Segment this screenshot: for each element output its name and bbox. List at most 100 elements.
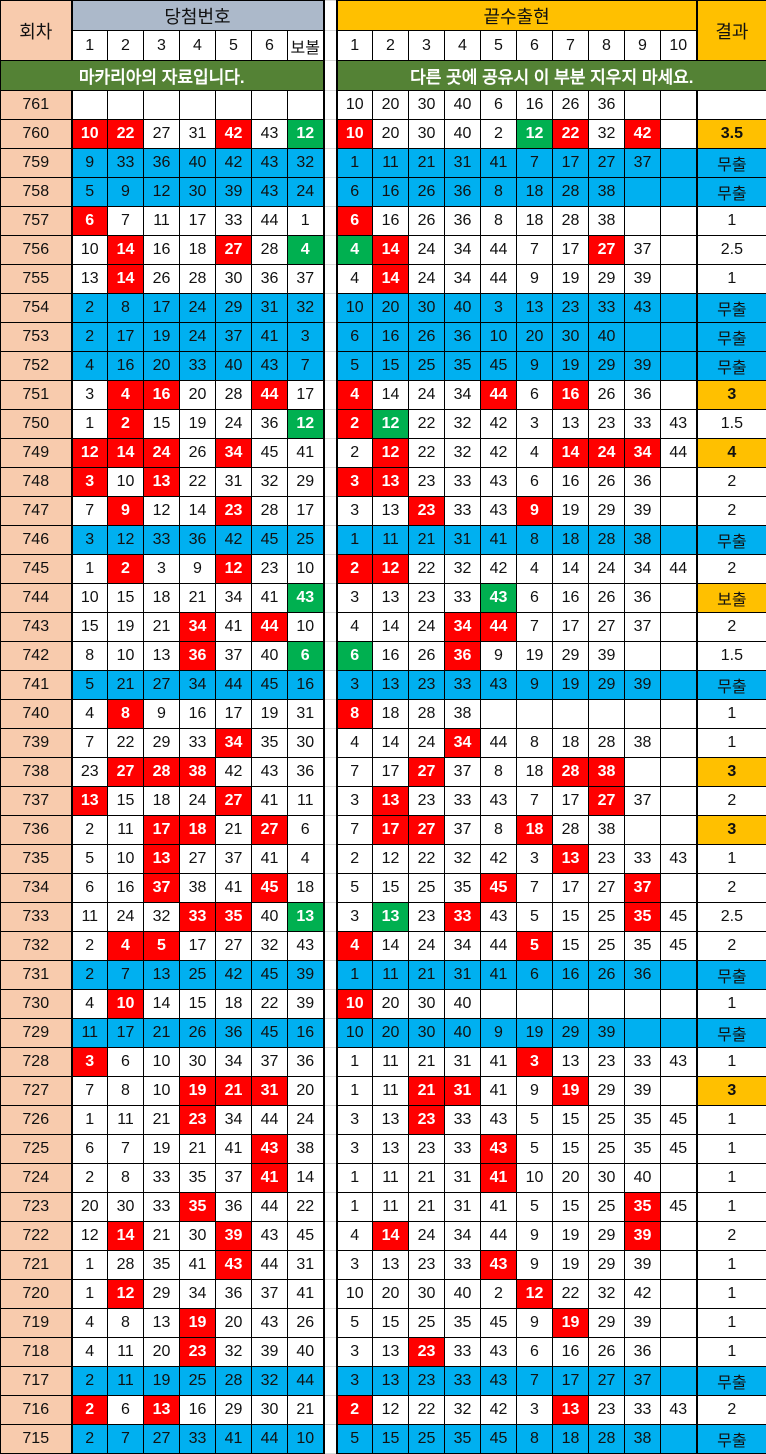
ending-number-cell: 42 <box>480 1395 517 1425</box>
winning-number-cell: 30 <box>215 264 252 294</box>
result-cell: 1 <box>695 264 766 294</box>
bonus-number-cell: 45 <box>287 1221 325 1251</box>
ending-number-cell: 25 <box>588 1192 625 1222</box>
winning-number-cell: 5 <box>70 670 108 700</box>
winning-number-cell: 33 <box>143 1163 180 1193</box>
bonus-number-cell: 38 <box>287 1134 325 1164</box>
ending-number-cell: 45 <box>480 1424 517 1454</box>
ending-number-cell: 23 <box>408 1250 445 1280</box>
winning-number-cell: 36 <box>215 1192 252 1222</box>
header-result: 결과 <box>695 0 766 61</box>
ending-number-cell: 21 <box>408 525 445 555</box>
ending-number-cell: 3 <box>480 293 517 323</box>
winning-number-cell: 12 <box>215 554 252 584</box>
ending-number-cell: 29 <box>552 641 589 671</box>
ending-number-cell: 42 <box>624 1279 661 1309</box>
ending-number-cell: 8 <box>480 177 517 207</box>
ending-number-cell: 10 <box>335 989 373 1019</box>
bonus-number-cell: 30 <box>287 728 325 758</box>
winning-number-cell: 39 <box>215 177 252 207</box>
ending-number-cell <box>659 177 698 207</box>
ending-number-cell <box>516 989 553 1019</box>
gap-cell <box>322 612 338 642</box>
ending-number-cell: 17 <box>552 612 589 642</box>
bonus-number-cell: 20 <box>287 1076 325 1106</box>
winning-number-cell: 18 <box>179 815 216 845</box>
ending-number-cell: 14 <box>552 438 589 468</box>
winning-number-cell: 9 <box>143 699 180 729</box>
result-cell <box>695 90 766 120</box>
ending-number-cell: 45 <box>659 1134 698 1164</box>
gap-cell <box>322 119 338 149</box>
ending-number-cell: 3 <box>335 1250 373 1280</box>
ending-number-cell: 7 <box>335 757 373 787</box>
winning-number-cell: 29 <box>143 728 180 758</box>
ending-number-cell: 9 <box>516 264 553 294</box>
round-cell: 716 <box>0 1395 72 1425</box>
winning-number-cell: 44 <box>251 1424 288 1454</box>
ending-number-cell: 16 <box>372 322 409 352</box>
ending-number-cell: 3 <box>335 1105 373 1135</box>
winning-number-cell: 21 <box>143 612 180 642</box>
bonus-number-cell: 32 <box>287 148 325 178</box>
ending-number-cell: 45 <box>659 1105 698 1135</box>
winning-number-cell: 31 <box>251 293 288 323</box>
round-cell: 738 <box>0 757 72 787</box>
ending-number-cell: 16 <box>372 177 409 207</box>
ending-number-cell: 27 <box>588 148 625 178</box>
winning-number-cell: 32 <box>251 931 288 961</box>
ending-number-cell: 1 <box>335 525 373 555</box>
bonus-number-cell: 29 <box>287 467 325 497</box>
result-cell: 1 <box>695 1105 766 1135</box>
ending-number-cell: 1 <box>335 1047 373 1077</box>
ending-number-cell: 1 <box>335 1192 373 1222</box>
ending-number-cell <box>659 1018 698 1048</box>
ending-number-cell: 27 <box>588 612 625 642</box>
winning-number-cell: 10 <box>143 1076 180 1106</box>
ending-number-cell: 37 <box>444 757 481 787</box>
bonus-number-cell: 16 <box>287 670 325 700</box>
winning-number-cell: 24 <box>143 438 180 468</box>
winning-number-cell: 23 <box>179 1337 216 1367</box>
ending-number-cell: 43 <box>480 1366 517 1396</box>
ending-number-cell: 12 <box>372 409 409 439</box>
ending-number-cell <box>659 1308 698 1338</box>
ending-number-cell: 22 <box>408 844 445 874</box>
gap-cell <box>322 1424 338 1454</box>
winning-number-cell: 36 <box>251 409 288 439</box>
ending-number-cell: 29 <box>588 1308 625 1338</box>
winning-number-cell: 12 <box>143 177 180 207</box>
ending-number-cell: 42 <box>480 438 517 468</box>
ending-number-cell: 32 <box>444 554 481 584</box>
round-cell: 752 <box>0 351 72 381</box>
ending-number-cell <box>516 699 553 729</box>
ending-number-cell: 3 <box>516 844 553 874</box>
winning-number-cell: 36 <box>179 641 216 671</box>
ending-number-cell: 18 <box>372 699 409 729</box>
round-cell: 740 <box>0 699 72 729</box>
ending-number-cell: 8 <box>480 206 517 236</box>
result-cell: 무출 <box>695 960 766 990</box>
bonus-number-cell: 32 <box>287 293 325 323</box>
ending-number-cell <box>659 699 698 729</box>
round-cell: 720 <box>0 1279 72 1309</box>
result-cell: 2 <box>695 612 766 642</box>
ending-number-cell: 33 <box>624 844 661 874</box>
ending-number-cell: 39 <box>624 496 661 526</box>
ending-number-cell: 9 <box>516 670 553 700</box>
ending-number-cell: 28 <box>588 728 625 758</box>
table-row: 759 9 33 36 40 42 43 32 1 11 21 31 41 7 17 27 37 무출 <box>0 148 766 178</box>
winning-number-cell: 12 <box>107 525 144 555</box>
result-cell: 무출 <box>695 525 766 555</box>
ending-number-cell: 37 <box>624 786 661 816</box>
winning-number-cell: 26 <box>179 1018 216 1048</box>
ending-number-cell: 30 <box>408 119 445 149</box>
winning-number-cell: 25 <box>179 1366 216 1396</box>
ending-col-header: 7 <box>552 30 589 61</box>
ending-number-cell: 44 <box>480 380 517 410</box>
gap-cell <box>322 1337 338 1367</box>
round-cell: 731 <box>0 960 72 990</box>
ending-number-cell: 35 <box>624 931 661 961</box>
winning-number-cell: 33 <box>107 148 144 178</box>
winning-number-cell: 10 <box>70 119 108 149</box>
